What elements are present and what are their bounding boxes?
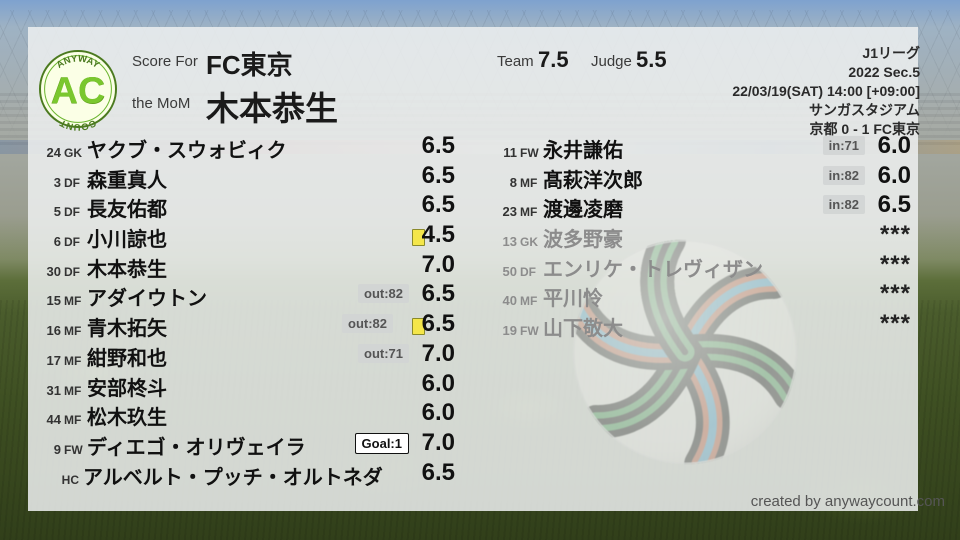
svg-text:AC: AC [51,69,105,111]
